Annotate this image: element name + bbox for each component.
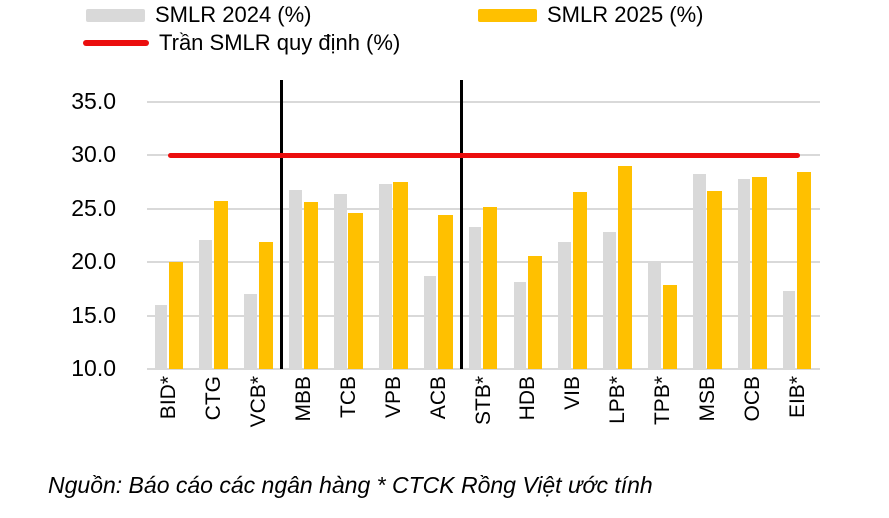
legend-swatch-smlr-2025: [478, 8, 537, 22]
x-axis-label-VIB: VIB: [561, 376, 585, 410]
bar-smlr-2024-EIB*: [782, 291, 796, 369]
bar-smlr-2024-MSB: [693, 173, 706, 369]
legend-label-smlr-ceiling: Trần SMLR quy định (%): [159, 30, 401, 55]
x-axis-label-TPB*: TPB*: [650, 376, 674, 426]
ceiling-line: [168, 152, 800, 158]
bar-smlr-2025-VCB*: [258, 241, 274, 369]
bar-smlr-2024-TPB*: [648, 262, 661, 369]
x-axis-label-MBB: MBB: [292, 376, 316, 422]
x-axis-label-ACB: ACB: [426, 376, 450, 420]
x-axis-label-EIB*: EIB*: [785, 376, 809, 419]
legend-swatch-smlr-2024: [86, 8, 145, 22]
bar-smlr-2025-VPB: [393, 182, 408, 369]
gridline-35: [147, 101, 820, 103]
x-axis-label-OCB: OCB: [740, 376, 764, 422]
bar-smlr-2024-HDB: [513, 282, 527, 369]
x-axis-label-TCB: TCB: [336, 376, 360, 418]
bar-smlr-2025-MSB: [707, 190, 722, 369]
bar-smlr-2025-TCB: [348, 213, 363, 369]
legend-item-smlr-2024: SMLR 2024 (%): [86, 1, 312, 29]
x-axis-label-CTG: CTG: [202, 376, 226, 421]
bar-smlr-2024-ACB: [423, 276, 437, 369]
bar-smlr-2024-LPB*: [603, 232, 616, 369]
bar-smlr-2025-LPB*: [617, 166, 632, 369]
bar-smlr-2024-BID*: [154, 304, 168, 369]
group-divider: [280, 80, 284, 369]
x-axis-label-HDB: HDB: [516, 376, 540, 421]
bar-smlr-2024-VPB: [378, 184, 392, 369]
legend-item-smlr-ceiling: Trần SMLR quy định (%): [83, 29, 400, 57]
legend-label-smlr-2024: SMLR 2024 (%): [155, 2, 312, 27]
bar-smlr-2025-EIB*: [797, 172, 812, 369]
y-tick-label: 15.0: [71, 301, 116, 328]
x-axis-label-LPB*: LPB*: [606, 376, 630, 424]
y-tick-label: 30.0: [71, 141, 116, 168]
bar-smlr-2024-CTG: [199, 239, 213, 369]
bar-smlr-2024-MBB: [289, 189, 302, 369]
y-tick-label: 20.0: [71, 248, 116, 275]
y-tick-label: 10.0: [71, 354, 116, 381]
bar-smlr-2025-TPB*: [662, 284, 677, 369]
legend-item-smlr-2025: SMLR 2025 (%): [478, 1, 704, 29]
bar-smlr-2024-TCB: [334, 193, 347, 369]
bar-smlr-2024-VIB: [558, 241, 571, 369]
gridline-10: [147, 368, 820, 370]
group-divider: [459, 80, 463, 369]
x-axis-label-BID*: BID*: [157, 376, 181, 420]
bar-smlr-2024-VCB*: [244, 294, 257, 369]
bar-smlr-2025-HDB: [527, 255, 543, 369]
bar-smlr-2024-OCB: [737, 178, 751, 369]
bar-smlr-2024-STB*: [468, 226, 482, 369]
bar-smlr-2025-BID*: [168, 262, 184, 369]
x-axis-label-VPB: VPB: [381, 376, 405, 419]
x-axis-label-MSB: MSB: [695, 376, 719, 422]
bar-smlr-2025-MBB: [303, 202, 318, 369]
x-axis-label-VCB*: VCB*: [247, 376, 271, 428]
bar-smlr-2025-CTG: [213, 201, 229, 369]
bar-smlr-2025-OCB: [752, 176, 767, 369]
legend-swatch-ceiling-line: [83, 40, 149, 46]
y-tick-label: 25.0: [71, 194, 116, 221]
bar-smlr-2025-ACB: [438, 215, 453, 369]
y-tick-label: 35.0: [71, 87, 116, 114]
legend-label-smlr-2025: SMLR 2025 (%): [547, 2, 704, 27]
bar-smlr-2025-STB*: [483, 206, 498, 369]
source-note: Nguồn: Báo cáo các ngân hàng * CTCK Rồng…: [48, 472, 653, 498]
bar-smlr-2025-VIB: [572, 191, 588, 369]
x-axis-label-STB*: STB*: [471, 376, 495, 426]
